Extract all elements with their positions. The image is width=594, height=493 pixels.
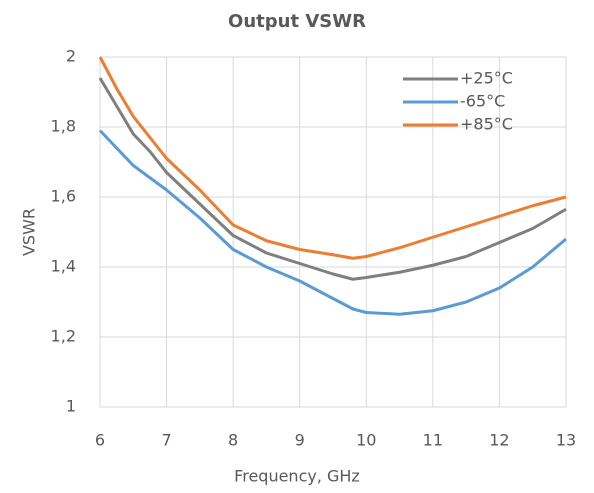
x-tick-label: 12: [489, 431, 509, 450]
x-tick-label: 6: [95, 431, 105, 450]
legend-label: +85°C: [460, 115, 513, 134]
series-line: [98, 129, 567, 316]
y-tick-label: 1: [66, 397, 76, 416]
x-tick-label: 13: [556, 431, 576, 450]
x-tick-label: 7: [161, 431, 171, 450]
series-line: [98, 56, 567, 260]
x-tick-label: 10: [356, 431, 376, 450]
legend-label: -65°C: [460, 92, 505, 111]
y-tick-label: 1,2: [51, 327, 76, 346]
y-tick-label: 1,6: [51, 187, 76, 206]
y-tick-label: 2: [66, 47, 76, 66]
y-tick-label: 1,4: [51, 257, 76, 276]
chart-title: Output VSWR: [228, 11, 366, 32]
x-tick-label: 11: [423, 431, 443, 450]
x-tick-label: 9: [295, 431, 305, 450]
y-axis-label: VSWR: [20, 208, 39, 256]
x-axis-label: Frequency, GHz: [234, 467, 360, 486]
series-line: [98, 77, 567, 281]
legend-label: +25°C: [460, 69, 513, 88]
y-tick-label: 1,8: [51, 117, 76, 136]
x-tick-label: 8: [228, 431, 238, 450]
